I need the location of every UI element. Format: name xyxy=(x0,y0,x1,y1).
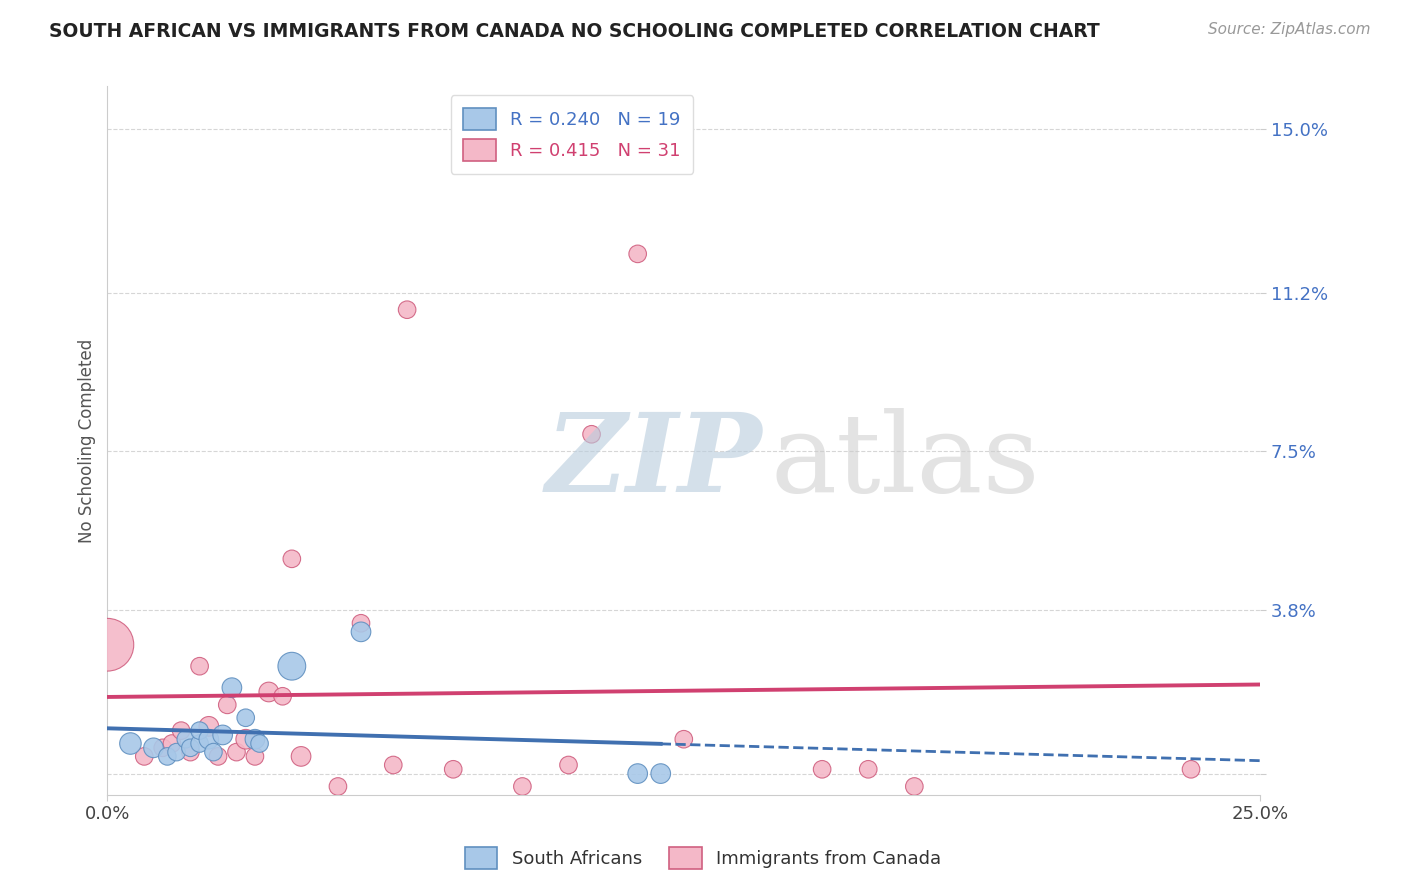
Point xyxy=(235,732,257,747)
Text: ZIP: ZIP xyxy=(546,409,762,516)
Point xyxy=(156,749,179,764)
Point xyxy=(858,762,880,776)
Point xyxy=(350,624,373,639)
Point xyxy=(152,740,174,755)
Point xyxy=(174,732,197,747)
Point xyxy=(160,737,183,751)
Point xyxy=(235,711,257,725)
Point xyxy=(120,737,142,751)
Point xyxy=(581,427,603,442)
Point xyxy=(225,745,247,759)
Point xyxy=(96,638,118,652)
Point xyxy=(243,749,266,764)
Point xyxy=(441,762,464,776)
Point xyxy=(672,732,695,747)
Point xyxy=(188,737,211,751)
Text: Source: ZipAtlas.com: Source: ZipAtlas.com xyxy=(1208,22,1371,37)
Point xyxy=(217,698,239,712)
Point xyxy=(179,740,201,755)
Point xyxy=(627,247,650,261)
Point xyxy=(903,780,925,794)
Point xyxy=(1180,762,1202,776)
Text: SOUTH AFRICAN VS IMMIGRANTS FROM CANADA NO SCHOOLING COMPLETED CORRELATION CHART: SOUTH AFRICAN VS IMMIGRANTS FROM CANADA … xyxy=(49,22,1099,41)
Point xyxy=(188,659,211,673)
Point xyxy=(281,551,304,566)
Point xyxy=(221,681,243,695)
Point xyxy=(326,780,349,794)
Legend: R = 0.240   N = 19, R = 0.415   N = 31: R = 0.240 N = 19, R = 0.415 N = 31 xyxy=(451,95,693,174)
Point xyxy=(249,737,271,751)
Point xyxy=(243,732,266,747)
Point xyxy=(557,758,579,772)
Point xyxy=(257,685,280,699)
Point xyxy=(166,745,188,759)
Point xyxy=(207,749,229,764)
Point xyxy=(179,745,201,759)
Legend: South Africans, Immigrants from Canada: South Africans, Immigrants from Canada xyxy=(456,838,950,879)
Point xyxy=(134,749,156,764)
Point xyxy=(142,740,165,755)
Point xyxy=(512,780,534,794)
Point xyxy=(198,732,221,747)
Point xyxy=(188,723,211,738)
Point xyxy=(281,659,304,673)
Point xyxy=(198,719,221,733)
Point xyxy=(271,690,294,704)
Point xyxy=(290,749,312,764)
Point xyxy=(382,758,405,772)
Text: atlas: atlas xyxy=(770,409,1040,516)
Point xyxy=(350,616,373,631)
Point xyxy=(627,766,650,780)
Point xyxy=(650,766,672,780)
Point xyxy=(811,762,834,776)
Point xyxy=(396,302,419,317)
Y-axis label: No Schooling Completed: No Schooling Completed xyxy=(79,339,96,543)
Point xyxy=(202,745,225,759)
Point xyxy=(211,728,233,742)
Point xyxy=(170,723,193,738)
